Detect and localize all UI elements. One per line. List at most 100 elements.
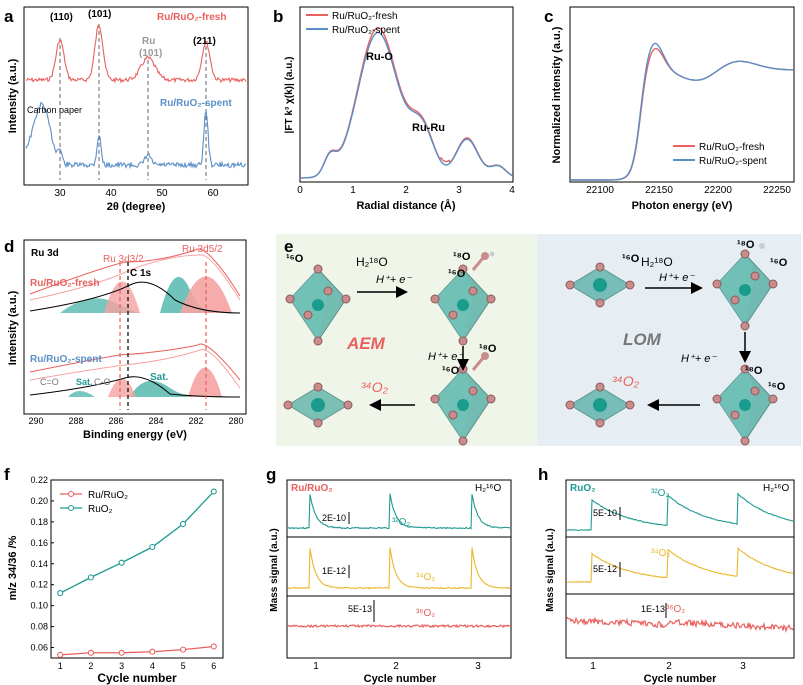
- xtick: 280: [228, 416, 243, 426]
- data-point: [180, 646, 187, 653]
- panel-c: c Ru/RuO₂-fresh Ru/RuO₂-spent 22100 2215…: [544, 6, 795, 212]
- y-axis-label: Intensity (a.u.): [7, 58, 19, 133]
- ft-spent-trace: [301, 31, 513, 179]
- label-hplus: H⁺+ e⁻: [428, 351, 464, 363]
- data-point: [180, 520, 187, 528]
- label-o16: ¹⁶O: [770, 257, 788, 269]
- xtick: 6: [211, 661, 216, 671]
- xtick: 288: [68, 416, 83, 426]
- xtick: 1: [590, 661, 596, 672]
- panel-letter-f: f: [4, 465, 10, 484]
- label-spent: Ru/RuO₂-spent: [30, 354, 102, 365]
- x-axis-label: Cycle number: [97, 671, 177, 685]
- scale-bar: 1E-12: [322, 566, 346, 576]
- label-sat-2: Sat.: [76, 377, 93, 387]
- legend-ru-ruo2: Ru/RuO₂: [88, 490, 128, 501]
- xtick: 290: [28, 416, 43, 426]
- data-point: [210, 488, 217, 495]
- ytick: 0.18: [30, 517, 48, 527]
- peak-ru: Ru: [142, 36, 155, 47]
- series-line: [59, 491, 215, 594]
- label-water: H₂¹⁶O: [763, 483, 790, 494]
- data-point: [118, 559, 125, 566]
- label-hplus: H⁺+ e⁻: [376, 274, 412, 286]
- data-point: [118, 649, 125, 656]
- panel-letter-d: d: [4, 237, 14, 256]
- xtick: 4: [150, 661, 155, 671]
- trace-32o2: [287, 493, 511, 530]
- label-o18: ¹⁸O: [737, 239, 755, 251]
- y-axis-label: m/z 34/36 /%: [7, 535, 19, 600]
- label-c1s: C 1s: [130, 268, 152, 279]
- xtick: 22150: [645, 185, 673, 196]
- y-axis-label: Intensity (a.u.): [7, 290, 19, 365]
- label-3d32: Ru 3d3/2: [103, 254, 144, 265]
- label-water: H₂¹⁶O: [475, 483, 502, 494]
- legend-spent: Ru/RuO₂-spent: [332, 25, 400, 36]
- x-axis-label: Photon energy (eV): [632, 200, 733, 212]
- xtick: 3: [456, 185, 462, 196]
- xtick: 284: [148, 416, 163, 426]
- label-carbon-paper: Carbon paper: [27, 105, 82, 115]
- label-fresh: Ru/RuO₂-fresh: [157, 12, 226, 23]
- trace-36o2: [566, 616, 794, 634]
- data-point: [87, 649, 94, 656]
- label-o16: ¹⁶O: [622, 253, 640, 265]
- scale-bar: 2E-10: [322, 513, 346, 523]
- xtick: 2: [403, 185, 409, 196]
- peak-101: (101): [88, 9, 111, 20]
- label-sample: Ru/RuO₂: [291, 483, 333, 494]
- label-3d52: Ru 3d5/2: [182, 244, 223, 255]
- label-o34: ³⁴O₂: [612, 373, 640, 389]
- label-h218o: H₂¹⁸O: [641, 255, 673, 269]
- xrd-spent-trace: [25, 101, 247, 170]
- peak-211: (211): [193, 36, 216, 47]
- xtick: 286: [108, 416, 123, 426]
- label-o16: ¹⁶O: [448, 268, 466, 280]
- panel-b: b Ru/RuO₂-fresh Ru/RuO₂-spent Ru-O Ru-Ru…: [273, 6, 515, 212]
- scale-bar: 5E-10: [593, 508, 617, 518]
- ytick: 0.12: [30, 580, 48, 590]
- ytick: 0.06: [30, 643, 48, 653]
- xtick: 30: [54, 188, 66, 199]
- ytick: 0.08: [30, 622, 48, 632]
- panel-e: e: [276, 234, 801, 446]
- xtick: 22100: [586, 185, 614, 196]
- panel-letter-e: e: [284, 237, 293, 256]
- label-o16: ¹⁶O: [286, 253, 304, 265]
- label-36o2: ³⁶O₂: [416, 608, 435, 619]
- trace-36o2: [287, 623, 511, 629]
- trace-34o2: [287, 547, 511, 590]
- x-axis-label: Radial distance (Å): [356, 199, 455, 212]
- xrd-fresh-trace: [25, 25, 247, 84]
- data-point: [149, 543, 156, 551]
- data-point: [57, 590, 64, 597]
- xtick: 0: [297, 185, 303, 196]
- data-point: [87, 574, 94, 581]
- xtick: 60: [207, 188, 219, 199]
- ytick: 0.16: [30, 538, 48, 548]
- xtick: 2: [393, 661, 399, 672]
- ytick: 0.22: [30, 475, 48, 485]
- x-axis-label: Cycle number: [644, 673, 717, 685]
- xtick: 50: [156, 188, 168, 199]
- label-sat: Sat.: [150, 372, 169, 383]
- panel-g: g Ru/RuO₂ H₂¹⁶O 2E-10 ³²O₂ 1E-12 ³⁴O₂ 5E…: [266, 465, 512, 685]
- label-34o2: ³⁴O₂: [651, 548, 670, 559]
- xtick: 4: [509, 185, 515, 196]
- data-point: [57, 651, 64, 658]
- panel-h: h RuO₂ H₂¹⁶O 5E-10 ³²O₂ 5E-12 ³⁴O₂ 1E-13…: [538, 465, 795, 685]
- xtick: 3: [475, 661, 481, 672]
- xtick: 1: [350, 185, 356, 196]
- label-o16: ¹⁶O: [768, 381, 786, 393]
- xtick: 22200: [704, 185, 732, 196]
- panel-f: f 0.06 0.08 0.10 0.12 0.14 0.16 0.18 0.20 0.22 1…: [4, 465, 224, 685]
- y-axis-label: Normalized intensity (a.u.): [551, 26, 563, 163]
- label-32o2: ³²O₂: [392, 517, 410, 528]
- data-point: [149, 648, 156, 655]
- legend-fresh: Ru/RuO₂-fresh: [699, 142, 765, 153]
- label-o18: ¹⁸O: [453, 251, 471, 263]
- label-c-o: C-O: [94, 377, 111, 387]
- y-axis-label: |FT k³ χ(k)| (a.u.): [284, 57, 295, 134]
